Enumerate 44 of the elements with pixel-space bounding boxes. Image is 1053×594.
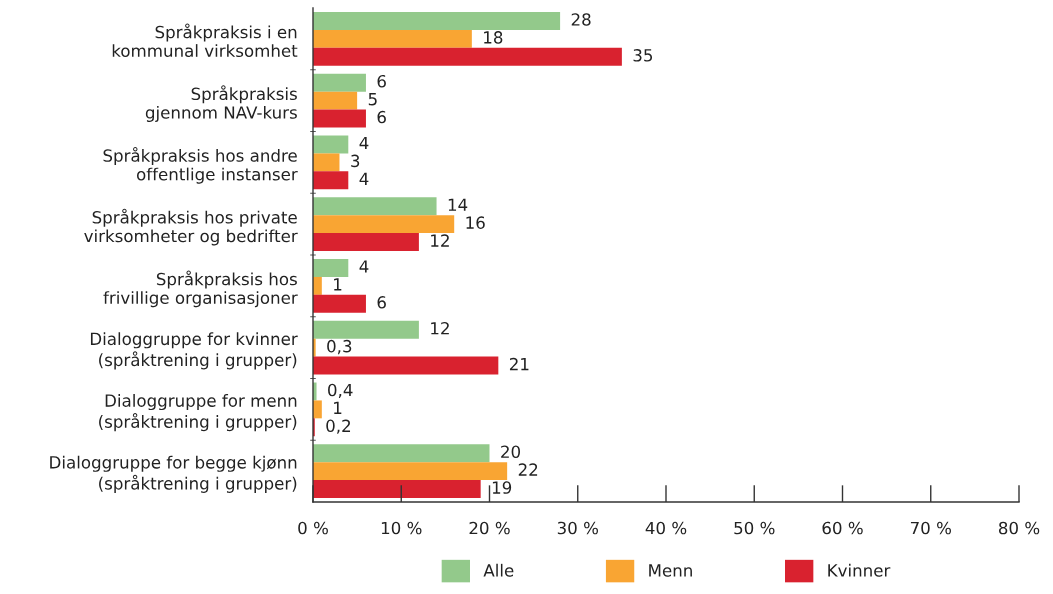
data-label: 35 [633, 49, 653, 62]
x-tick-label: 80 % [998, 521, 1040, 535]
data-label: 0,2 [326, 419, 351, 434]
data-label: 14 [448, 198, 468, 211]
data-label: 4 [359, 260, 369, 273]
legend-label: Alle [483, 563, 514, 577]
x-tick-label: 0 % [298, 521, 328, 535]
data-label: 28 [571, 13, 591, 26]
y-tick-label: Dialoggruppe for begge kjønn (språktrening i grupper) [50, 455, 297, 493]
y-tick-label: Dialoggruppe for menn (språktrening i grupper) [99, 393, 297, 432]
data-label: 12 [431, 234, 449, 247]
data-label: 0,4 [328, 383, 353, 398]
data-label: 21 [509, 357, 529, 371]
x-tick-label: 40 % [645, 521, 687, 535]
x-tick-label: 20 % [469, 521, 510, 535]
data-label: 1 [334, 278, 342, 291]
y-tick-label: Dialoggruppe for kvinner (språktrening i grupper) [90, 332, 298, 370]
data-label: 0,3 [327, 339, 352, 355]
data-label: 3 [351, 154, 360, 168]
data-label: 4 [359, 136, 369, 150]
x-tick-label: 60 % [822, 521, 863, 535]
data-label: 6 [377, 110, 386, 124]
data-label: 18 [484, 31, 503, 44]
x-tick-label: 70 % [910, 521, 951, 535]
legend-label: Menn [649, 564, 692, 577]
data-label: 19 [492, 481, 512, 494]
x-tick-label: 30 % [557, 521, 598, 535]
data-label: 20 [501, 445, 521, 459]
x-tick-label: 50 % [734, 521, 775, 535]
data-label: 22 [518, 463, 538, 476]
y-tick-label: Språkpraksis hos andre offentlige instanser [103, 146, 298, 184]
legend-label: Kvinner [828, 563, 891, 577]
data-label: 6 [377, 296, 386, 309]
y-tick-label: Språkpraksis gjennom NAV-kurs [145, 85, 297, 123]
data-label: 16 [466, 216, 485, 229]
data-label: 12 [431, 321, 449, 335]
y-tick-label: Språkpraksis i en kommunal virksomhet [112, 23, 298, 58]
x-tick-label: 10 % [381, 521, 422, 535]
y-tick-label: Språkpraksis hos frivillige organisasjoner [103, 270, 298, 308]
data-label: 6 [377, 74, 386, 88]
data-label: 1 [334, 401, 342, 414]
y-tick-label: Språkpraksis hos private virksomheter og bedrifter [84, 208, 298, 246]
data-label: 4 [359, 172, 369, 185]
data-label: 5 [368, 93, 377, 106]
